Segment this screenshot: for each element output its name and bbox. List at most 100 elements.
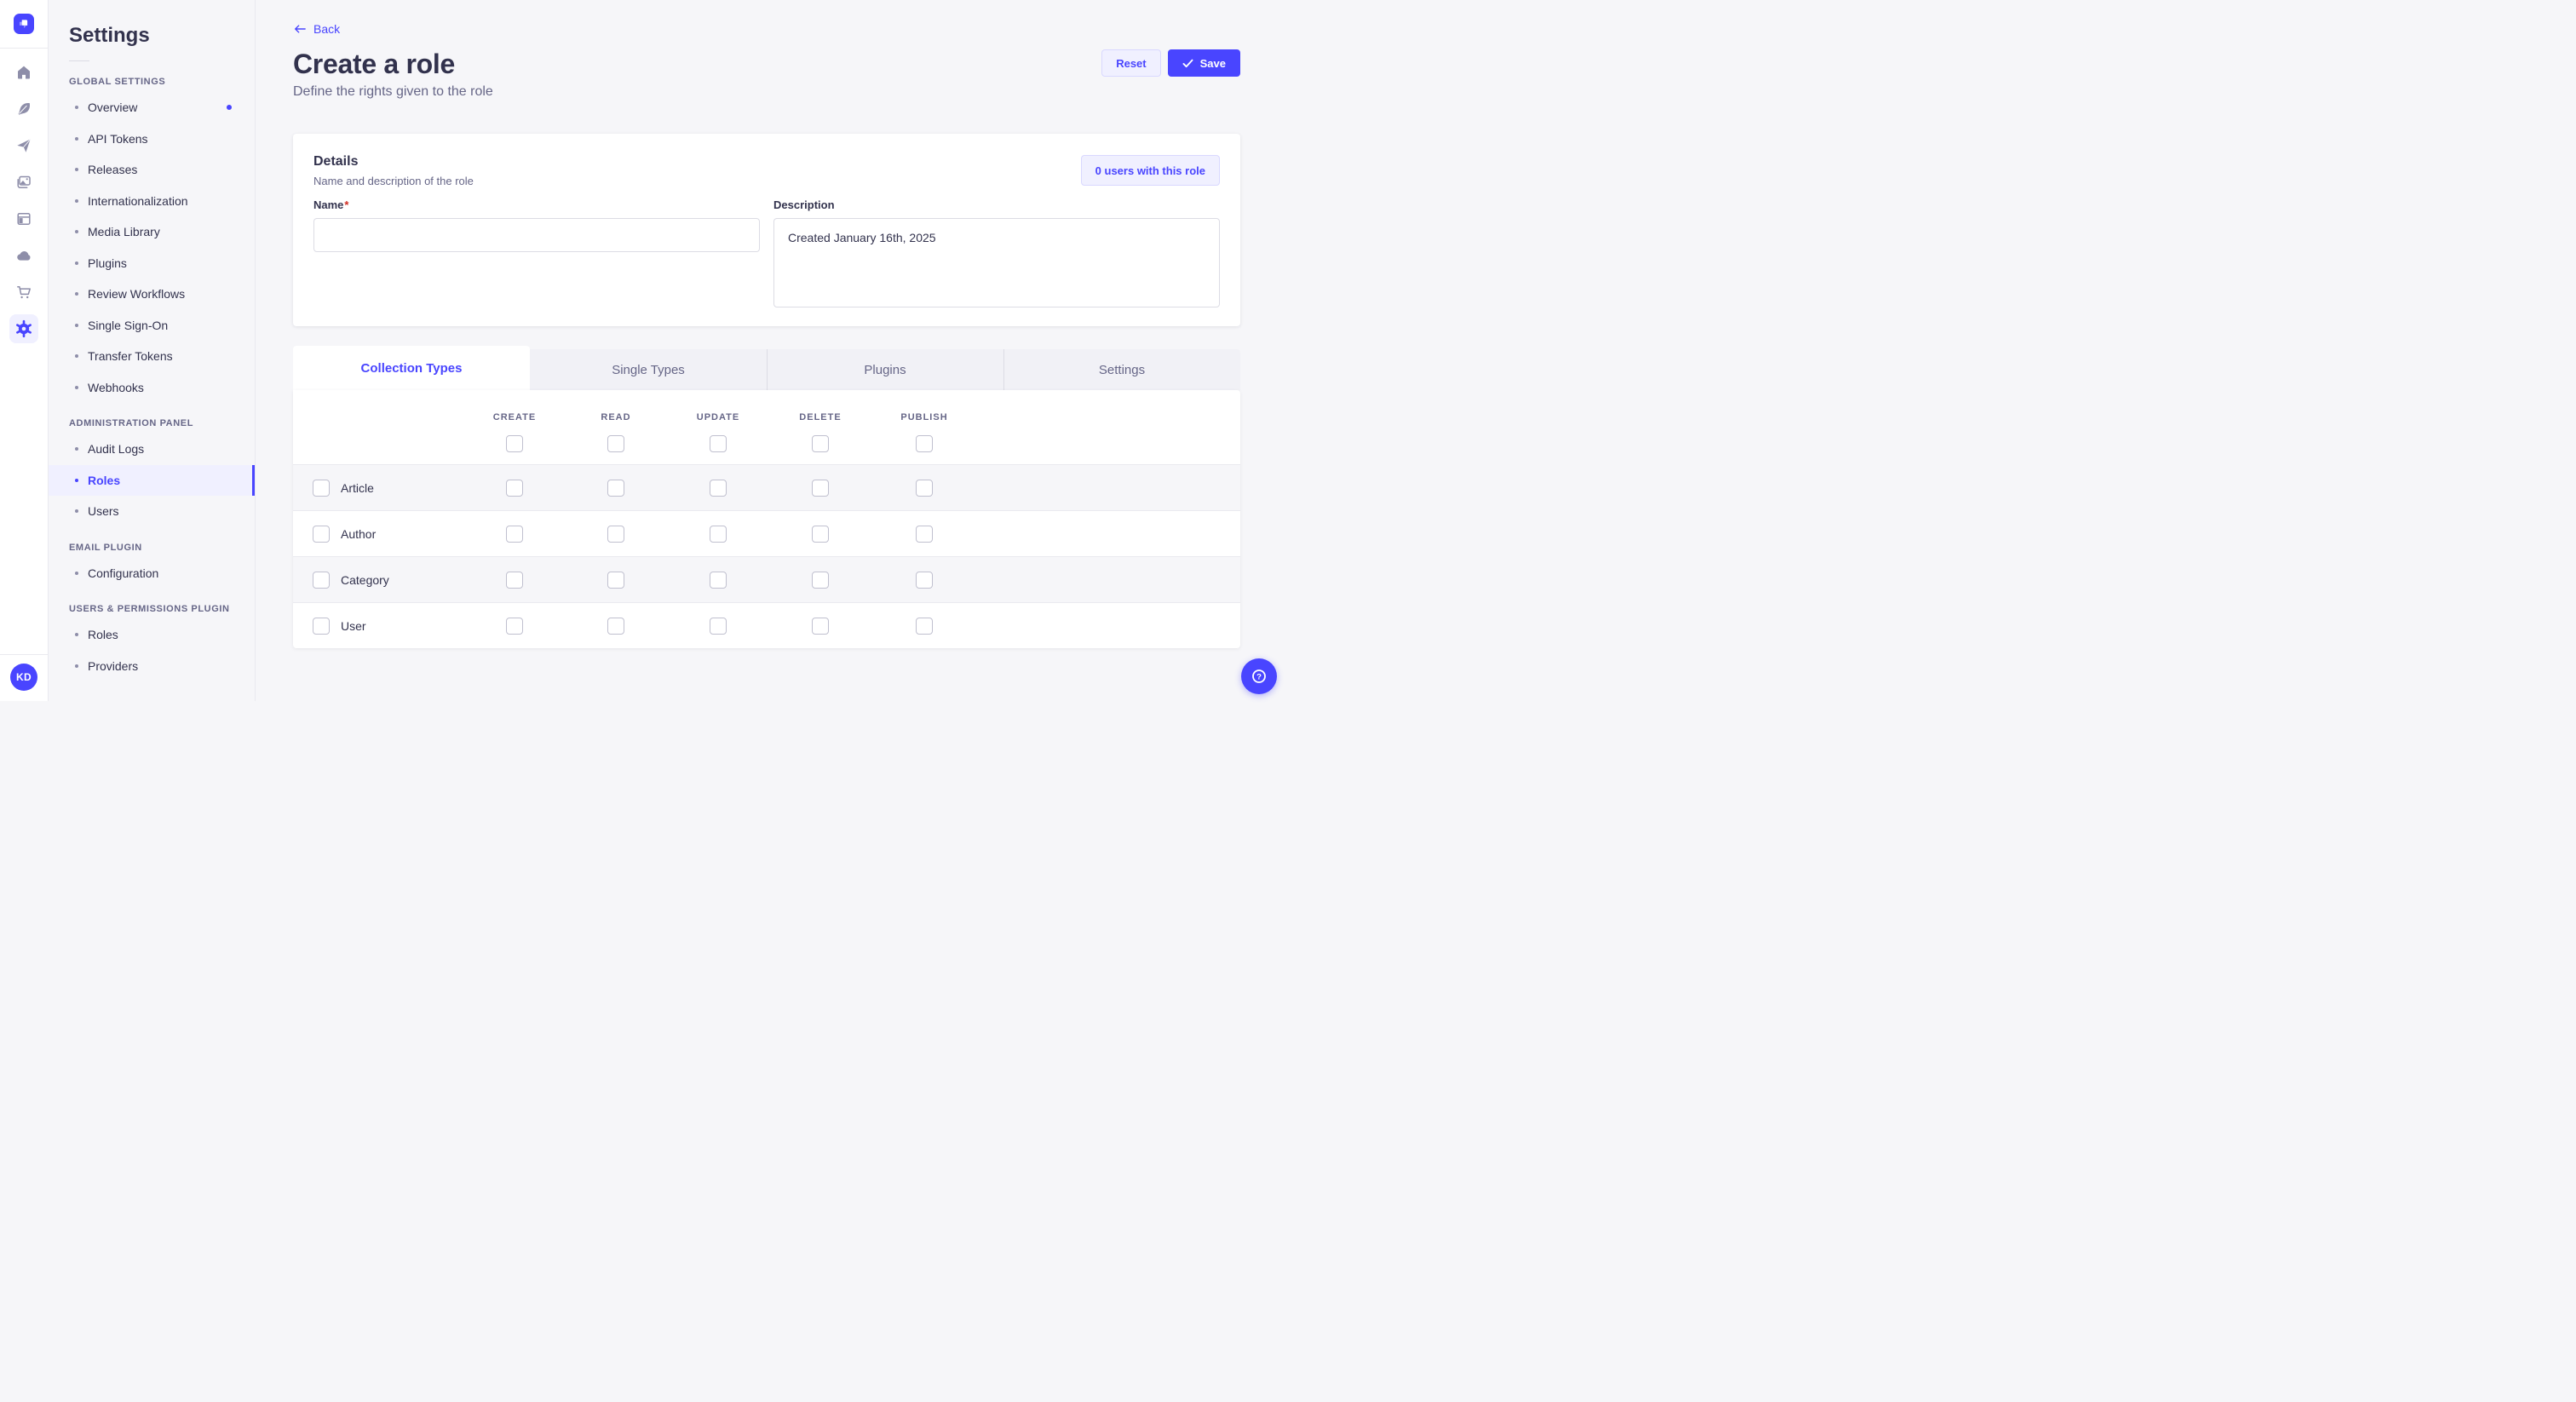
bullet-dot	[75, 385, 78, 389]
sidebar-item-providers[interactable]: Providers	[49, 651, 255, 682]
sidebar-item-audit-logs[interactable]: Audit Logs	[49, 434, 255, 465]
sidebar-item-label: Review Workflows	[88, 287, 186, 302]
user-row-checkbox[interactable]	[313, 617, 330, 635]
sidebar-item-plugins[interactable]: Plugins	[49, 248, 255, 279]
author-update-checkbox[interactable]	[710, 525, 727, 543]
sidebar-item-releases[interactable]: Releases	[49, 154, 255, 186]
user-update-checkbox[interactable]	[710, 617, 727, 635]
cart-icon[interactable]	[9, 278, 38, 307]
details-card: Details Name and description of the role…	[293, 134, 1240, 326]
name-label: Name*	[313, 198, 349, 211]
sidebar-item-label: Webhooks	[88, 380, 144, 394]
save-button[interactable]: Save	[1167, 49, 1240, 77]
sidebar-item-single-sign-on[interactable]: Single Sign-On	[49, 310, 255, 342]
table-row-category: Category	[293, 556, 1240, 602]
bullet-dot	[75, 168, 78, 172]
users-with-role-button[interactable]: 0 users with this role	[1080, 155, 1220, 186]
select-all-update-checkbox[interactable]	[710, 435, 727, 452]
tab-plugins[interactable]: Plugins	[767, 346, 1003, 390]
page-title: Create a role	[293, 49, 455, 79]
back-arrow-icon	[295, 25, 306, 33]
tab-collection-types[interactable]: Collection Types	[293, 346, 530, 390]
sidebar-item-label: Media Library	[88, 225, 160, 239]
sidebar-item-label: Single Sign-On	[88, 318, 169, 332]
sidebar-item-roles[interactable]: Roles	[49, 464, 255, 496]
sidebar-item-label: API Tokens	[88, 131, 148, 146]
layout-icon[interactable]	[9, 204, 38, 233]
user-read-checkbox[interactable]	[607, 617, 624, 635]
author-read-checkbox[interactable]	[607, 525, 624, 543]
reset-button[interactable]: Reset	[1101, 49, 1161, 77]
column-header-update: UPDATE	[696, 412, 740, 422]
article-read-checkbox[interactable]	[607, 479, 624, 497]
sidebar-item-api-tokens[interactable]: API Tokens	[49, 124, 255, 155]
author-delete-checkbox[interactable]	[812, 525, 829, 543]
gear-icon[interactable]	[9, 314, 38, 343]
back-link[interactable]: Back	[293, 22, 340, 36]
article-row-checkbox[interactable]	[313, 479, 330, 497]
sidebar-item-review-workflows[interactable]: Review Workflows	[49, 279, 255, 310]
sidebar-item-label: Transfer Tokens	[88, 349, 173, 364]
sidebar-item-transfer-tokens[interactable]: Transfer Tokens	[49, 341, 255, 372]
table-row-user: User	[293, 602, 1240, 648]
tab-settings[interactable]: Settings	[1003, 346, 1240, 390]
article-delete-checkbox[interactable]	[812, 479, 829, 497]
category-create-checkbox[interactable]	[506, 571, 523, 589]
category-delete-checkbox[interactable]	[812, 571, 829, 589]
category-update-checkbox[interactable]	[710, 571, 727, 589]
tab-single-types[interactable]: Single Types	[612, 362, 685, 377]
bullet-dot	[75, 261, 78, 265]
column-header-read: READ	[601, 412, 631, 422]
sidebar-item-webhooks[interactable]: Webhooks	[49, 372, 255, 404]
sidebar-item-label: Audit Logs	[88, 442, 145, 457]
column-header-create: CREATE	[492, 412, 537, 422]
article-create-checkbox[interactable]	[506, 479, 523, 497]
bullet-dot	[75, 292, 78, 296]
bullet-dot	[75, 230, 78, 234]
check-icon	[1182, 59, 1193, 67]
name-field[interactable]	[313, 218, 760, 252]
save-label: Save	[1199, 56, 1226, 70]
author-publish-checkbox[interactable]	[916, 525, 933, 543]
select-all-publish-checkbox[interactable]	[916, 435, 933, 452]
bullet-dot	[75, 478, 78, 482]
category-publish-checkbox[interactable]	[916, 571, 933, 589]
sidebar-item-label: Configuration	[88, 566, 159, 580]
help-icon: ?	[1252, 669, 1266, 683]
bullet-dot	[75, 664, 78, 668]
select-all-create-checkbox[interactable]	[506, 435, 523, 452]
column-header-delete: DELETE	[799, 412, 842, 422]
avatar[interactable]: KD	[10, 664, 37, 691]
sidebar-item-roles[interactable]: Roles	[49, 619, 255, 651]
article-publish-checkbox[interactable]	[916, 479, 933, 497]
media-library-icon[interactable]	[9, 168, 38, 197]
author-row-checkbox[interactable]	[313, 525, 330, 543]
description-field[interactable]: Created January 16th, 2025	[773, 218, 1220, 307]
select-all-read-checkbox[interactable]	[607, 435, 624, 452]
row-label: Author	[341, 526, 377, 541]
cloud-icon[interactable]	[9, 241, 38, 270]
select-all-delete-checkbox[interactable]	[812, 435, 829, 452]
feather-icon[interactable]	[9, 95, 38, 124]
category-read-checkbox[interactable]	[607, 571, 624, 589]
settings-sidebar: Settings GLOBAL SETTINGS Overview API Toke…	[49, 0, 256, 701]
sidebar-item-label: Internationalization	[88, 193, 188, 208]
sidebar-item-overview[interactable]: Overview	[49, 92, 255, 124]
bullet-dot	[75, 633, 78, 637]
user-delete-checkbox[interactable]	[812, 617, 829, 635]
strapi-logo-icon[interactable]	[14, 14, 34, 34]
sidebar-item-users[interactable]: Users	[49, 496, 255, 527]
author-create-checkbox[interactable]	[506, 525, 523, 543]
sidebar-item-label: Releases	[88, 163, 138, 177]
user-create-checkbox[interactable]	[506, 617, 523, 635]
sidebar-item-configuration[interactable]: Configuration	[49, 558, 255, 589]
sidebar-item-internationalization[interactable]: Internationalization	[49, 186, 255, 217]
article-update-checkbox[interactable]	[710, 479, 727, 497]
help-button[interactable]: ?	[1241, 658, 1277, 694]
paper-plane-icon[interactable]	[9, 131, 38, 160]
main-nav-rail: KD	[0, 0, 49, 701]
home-icon[interactable]	[9, 58, 38, 87]
sidebar-item-media-library[interactable]: Media Library	[49, 216, 255, 248]
category-row-checkbox[interactable]	[313, 571, 330, 589]
user-publish-checkbox[interactable]	[916, 617, 933, 635]
